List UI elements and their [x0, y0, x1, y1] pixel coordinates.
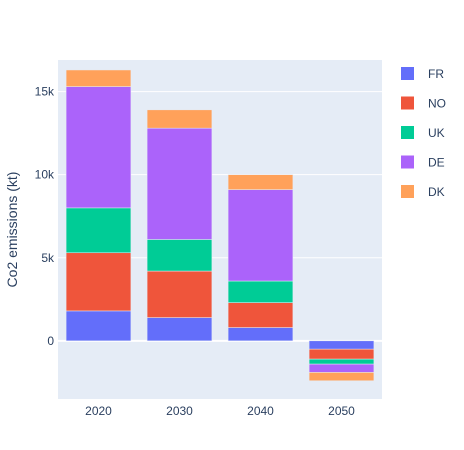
bar-no-2040 [227, 302, 294, 328]
bar-uk-2030 [146, 239, 213, 272]
y-tick-label: 5k [41, 251, 55, 265]
bar-de-2050 [308, 363, 375, 373]
y-tick-label: 10k [35, 168, 55, 182]
bar-de-2030 [146, 127, 213, 240]
bar-fr-2040 [227, 327, 294, 342]
legend-label-fr: FR [428, 67, 444, 81]
y-tick-label: 0 [47, 334, 54, 348]
bar-fr-2020 [65, 310, 132, 342]
bar-no-2020 [65, 252, 132, 312]
bar-uk-2040 [227, 280, 294, 303]
bar-fr-2030 [146, 317, 213, 342]
legend: FR NO UK DE DK [401, 67, 446, 199]
legend-swatch-dk [401, 185, 414, 198]
x-tick-label: 2030 [166, 404, 193, 418]
bar-no-2050 [308, 348, 375, 360]
y-axis-title: Co2 emissions (kt) [4, 172, 20, 288]
bar-dk-2050 [308, 372, 375, 381]
legend-label-dk: DK [428, 185, 445, 199]
bar-de-2040 [227, 189, 294, 282]
bar-fr-2050 [308, 340, 375, 350]
legend-label-uk: UK [428, 126, 445, 140]
legend-swatch-fr [401, 67, 414, 80]
bar-dk-2040 [227, 174, 294, 190]
legend-swatch-no [401, 96, 414, 110]
bar-uk-2020 [65, 207, 132, 254]
y-axis-ticks: 0 5k 10k 15k [35, 85, 55, 348]
bar-uk-2050 [308, 358, 375, 365]
x-tick-label: 2050 [328, 404, 355, 418]
bar-dk-2020 [65, 69, 132, 87]
legend-swatch-uk [401, 126, 414, 139]
bar-dk-2030 [146, 109, 213, 129]
bar-de-2020 [65, 86, 132, 209]
bar-no-2030 [146, 270, 213, 318]
legend-label-de: DE [428, 156, 445, 170]
y-tick-label: 15k [35, 85, 55, 99]
x-tick-label: 2040 [247, 404, 274, 418]
bar-groups [65, 69, 375, 381]
legend-label-no: NO [428, 97, 446, 111]
legend-swatch-de [401, 155, 414, 169]
x-tick-label: 2020 [85, 404, 112, 418]
x-axis-ticks: 2020 2030 2040 2050 [85, 404, 355, 418]
